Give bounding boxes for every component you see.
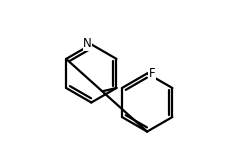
Text: N: N [83,37,91,50]
Text: F: F [148,67,154,80]
